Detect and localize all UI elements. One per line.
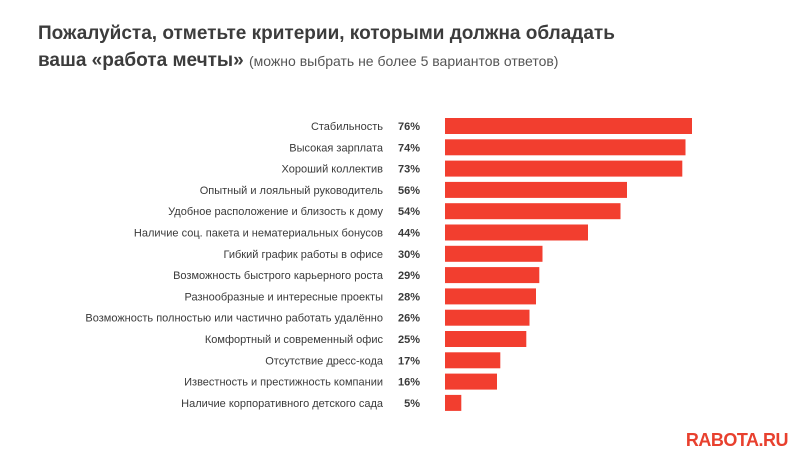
title-line-1: Пожалуйста, отметьте критерии, которыми … [38, 23, 615, 44]
bar [445, 352, 501, 369]
value-label: 74% [398, 142, 420, 154]
bar [445, 181, 627, 198]
value-label: 28% [398, 291, 420, 303]
category-label: Гибкий график работы в офисе [224, 249, 384, 261]
category-label: Наличие корпоративного детского сада [181, 398, 384, 410]
category-label: Опытный и лояльный руководитель [200, 185, 384, 197]
category-label: Стабильность [311, 121, 383, 133]
value-label: 29% [398, 270, 420, 282]
value-label: 25% [398, 334, 420, 346]
chart-subtitle: (можно выбрать не более 5 вариантов отве… [249, 53, 559, 69]
category-label: Комфортный и современный офис [205, 334, 384, 346]
value-label: 5% [404, 398, 420, 410]
value-label: 73% [398, 164, 420, 176]
title-emphasis: ваша «работа мечты» [38, 50, 244, 71]
title-line-2: ваша «работа мечты» (можно выбрать не бо… [38, 47, 738, 75]
bar [445, 394, 462, 411]
category-label: Высокая зарплата [289, 142, 384, 154]
category-label: Разнообразные и интересные проекты [185, 291, 384, 303]
category-label: Известность и престижность компании [184, 377, 383, 389]
bar [445, 267, 540, 284]
bar [445, 331, 527, 347]
value-label: 44% [398, 228, 420, 240]
chart-title: Пожалуйста, отметьте критерии, которыми … [38, 20, 738, 75]
value-label: 56% [398, 185, 420, 197]
bar [445, 139, 686, 156]
bar [445, 203, 621, 220]
category-label: Удобное расположение и близость к дому [168, 206, 383, 218]
value-label: 16% [398, 377, 420, 389]
bar [445, 288, 536, 305]
bar [445, 224, 588, 241]
value-label: 26% [398, 313, 420, 325]
category-label: Наличие соц. пакета и нематериальных бон… [134, 228, 383, 240]
rabota-logo: RABOTA.RU [685, 430, 789, 450]
value-label: 76% [398, 121, 420, 133]
category-label: Хороший коллектив [282, 164, 384, 176]
value-label: 54% [398, 206, 420, 218]
value-label: 17% [398, 355, 420, 367]
bar [445, 160, 683, 177]
bar [445, 245, 543, 262]
category-label: Возможность полностью или частично работ… [85, 313, 383, 325]
bar [445, 309, 530, 326]
bar [445, 118, 692, 134]
bar [445, 373, 497, 390]
category-label: Отсутствие дресс-кода [265, 355, 384, 367]
value-label: 30% [398, 249, 420, 261]
category-label: Возможность быстрого карьерного роста [173, 270, 384, 282]
